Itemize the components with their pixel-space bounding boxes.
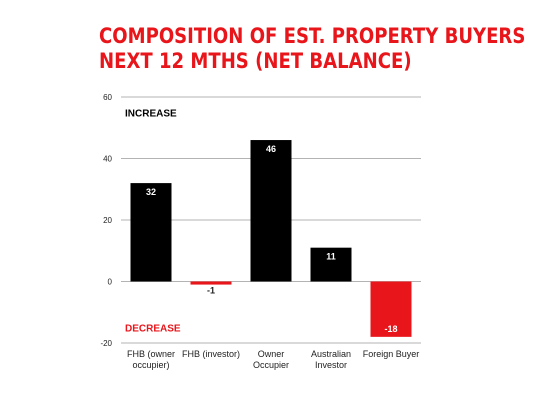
bar-2 xyxy=(250,140,292,282)
y-tick-label-3: 0 xyxy=(108,278,113,287)
data-label-4: -18 xyxy=(384,324,397,334)
chart-title-line-1: COMPOSITION OF EST. PROPERTY BUYERS xyxy=(99,24,526,48)
category-label-3-0: Australian xyxy=(311,349,351,359)
category-label-2-1: Occupier xyxy=(253,360,289,370)
bar-1 xyxy=(190,281,232,285)
category-label-4-0: Foreign Buyer xyxy=(363,349,420,359)
data-label-1: -1 xyxy=(207,286,215,296)
bar-4 xyxy=(370,281,412,337)
category-label-2-0: Owner xyxy=(258,349,285,359)
chart-title: COMPOSITION OF EST. PROPERTY BUYERS NEXT… xyxy=(99,24,526,74)
data-label-2: 46 xyxy=(266,144,276,154)
chart-title-line-2: NEXT 12 MTHS (NET BALANCE) xyxy=(99,49,412,73)
category-label-1-0: FHB (investor) xyxy=(182,349,240,359)
category-label-3-1: Investor xyxy=(315,360,347,370)
category-label-0-1: occupier) xyxy=(132,360,169,370)
y-tick-label-4: -20 xyxy=(100,339,112,348)
y-tick-label-1: 40 xyxy=(103,155,112,164)
annotation-decrease: DECREASE xyxy=(125,324,181,335)
bar-0 xyxy=(130,183,172,282)
annotation-increase: INCREASE xyxy=(125,108,177,119)
data-label-3: 11 xyxy=(326,252,336,262)
data-label-0: 32 xyxy=(146,187,156,197)
category-label-0-0: FHB (owner xyxy=(127,349,175,359)
bar-3 xyxy=(310,247,352,282)
y-tick-label-2: 20 xyxy=(103,216,112,225)
y-tick-label-0: 60 xyxy=(103,93,112,102)
